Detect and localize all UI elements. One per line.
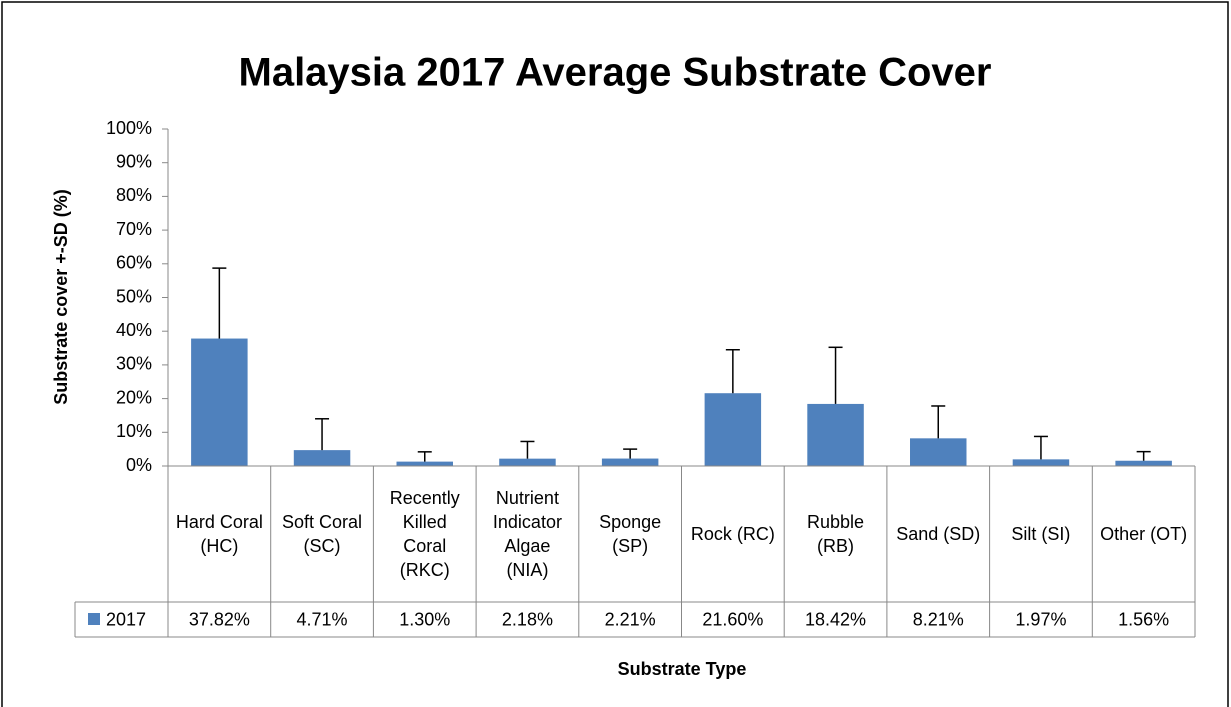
y-tick-label: 40% xyxy=(116,320,152,340)
error-bar xyxy=(828,346,843,404)
bar xyxy=(1012,459,1070,466)
y-tick-label: 90% xyxy=(116,151,152,171)
data-table-value: 2.18% xyxy=(502,609,553,629)
y-tick-label: 0% xyxy=(126,455,152,475)
bar xyxy=(1115,460,1172,466)
x-tick-label: Other (OT) xyxy=(1100,524,1188,544)
error-bar xyxy=(931,405,946,439)
bar xyxy=(396,461,453,466)
chart-title: Malaysia 2017 Average Substrate Cover xyxy=(239,51,992,95)
bar xyxy=(910,438,967,466)
y-axis-label: Substrate cover +-SD (%) xyxy=(51,189,71,405)
error-bar xyxy=(417,451,432,462)
data-table-value: 2.21% xyxy=(605,609,656,629)
x-tick-label: Sand (SD) xyxy=(896,524,981,544)
bar xyxy=(499,458,556,466)
data-table-value: 21.60% xyxy=(702,609,763,629)
x-axis-label: Substrate Type xyxy=(618,659,747,679)
bar xyxy=(191,338,248,466)
x-tick-label: Rubble (RB) xyxy=(807,512,865,556)
data-table-value: 18.42% xyxy=(805,609,866,629)
y-tick-label: 70% xyxy=(116,219,152,239)
data-table-value: 37.82% xyxy=(189,609,250,629)
error-bar xyxy=(520,440,535,459)
y-tick-label: 50% xyxy=(116,286,152,306)
x-tick-label: Silt (SI) xyxy=(1011,524,1071,544)
x-tick-label: Hard Coral (HC) xyxy=(175,512,263,556)
bar xyxy=(601,458,659,466)
error-bar xyxy=(1033,435,1048,460)
error-bar xyxy=(212,267,227,339)
bar xyxy=(293,450,351,466)
data-table-value: 1.97% xyxy=(1015,609,1066,629)
bar xyxy=(704,393,762,466)
data-table-value: 8.21% xyxy=(913,609,964,629)
y-tick-label: 30% xyxy=(116,354,152,374)
x-tick-label: Soft Coral (SC) xyxy=(282,512,363,556)
y-tick-label: 20% xyxy=(116,387,152,407)
error-bar xyxy=(725,348,740,394)
error-bar xyxy=(315,418,330,451)
data-table-value: 1.56% xyxy=(1118,609,1169,629)
bar xyxy=(807,403,864,466)
y-tick-label: 10% xyxy=(116,421,152,441)
legend-swatch xyxy=(88,613,100,625)
x-tick-label: Nutrient Indicator Algae (NIA) xyxy=(492,488,562,580)
error-bar xyxy=(1136,450,1151,461)
data-table-value: 1.30% xyxy=(399,609,450,629)
error-bar xyxy=(623,448,638,459)
y-tick-label: 100% xyxy=(106,118,152,138)
data-table-value: 4.71% xyxy=(297,609,348,629)
y-tick-label: 60% xyxy=(116,253,152,273)
x-tick-label: Sponge (SP) xyxy=(599,512,662,556)
y-tick-label: 80% xyxy=(116,185,152,205)
legend-label: 2017 xyxy=(106,609,146,629)
x-tick-label: Rock (RC) xyxy=(690,524,775,544)
x-tick-label: Recently Killed Coral (RKC) xyxy=(389,488,460,580)
